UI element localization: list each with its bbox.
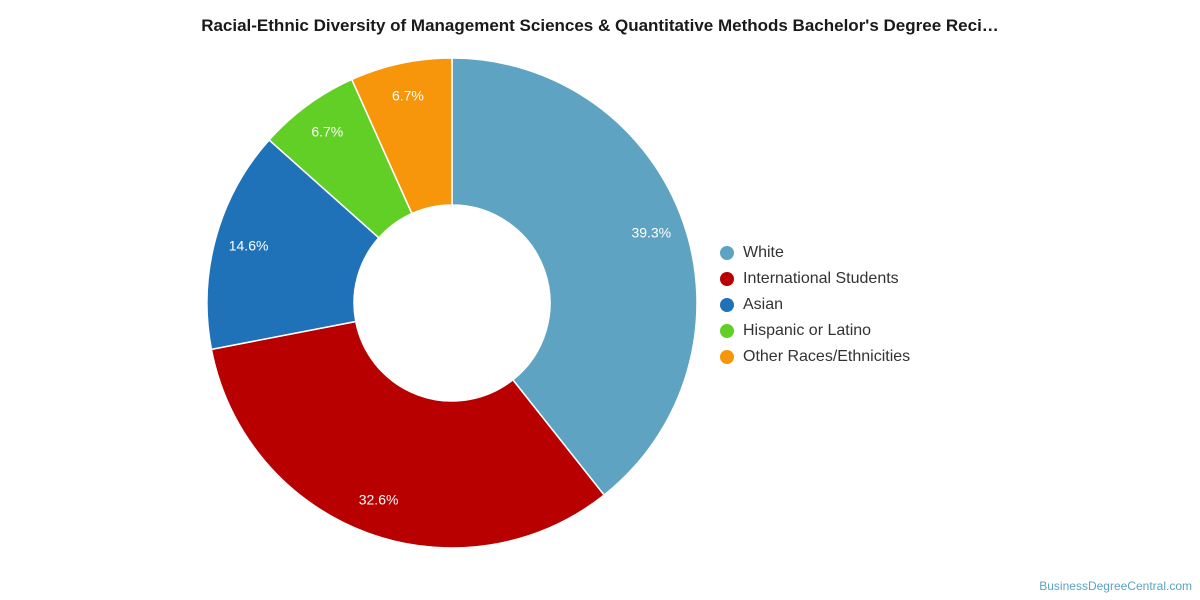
legend: White International Students Asian Hispa… bbox=[720, 240, 910, 370]
legend-label: Asian bbox=[743, 296, 784, 313]
legend-swatch bbox=[720, 246, 734, 260]
legend-item-white[interactable]: White bbox=[720, 240, 910, 266]
legend-swatch bbox=[720, 272, 734, 286]
chart-title: Racial-Ethnic Diversity of Management Sc… bbox=[201, 16, 999, 35]
legend-label: International Students bbox=[743, 270, 899, 287]
legend-swatch bbox=[720, 324, 734, 338]
slice-label-white: 39.3% bbox=[631, 224, 671, 240]
watermark: BusinessDegreeCentral.com bbox=[1039, 579, 1192, 593]
slice-label-other-races-ethnicities: 6.7% bbox=[392, 87, 424, 103]
slice-label-asian: 14.6% bbox=[229, 238, 269, 254]
legend-swatch bbox=[720, 350, 734, 364]
legend-label: Hispanic or Latino bbox=[743, 322, 872, 339]
legend-item-asian[interactable]: Asian bbox=[720, 292, 910, 318]
legend-swatch bbox=[720, 298, 734, 312]
legend-item-other-races-ethnicities[interactable]: Other Races/Ethnicities bbox=[720, 344, 910, 370]
legend-item-hispanic-or-latino[interactable]: Hispanic or Latino bbox=[720, 318, 910, 344]
slice-white[interactable] bbox=[451, 57, 698, 497]
legend-label: White bbox=[743, 244, 784, 261]
slice-label-hispanic-or-latino: 6.7% bbox=[311, 124, 343, 140]
legend-label: Other Races/Ethnicities bbox=[743, 348, 911, 365]
slice-label-international-students: 32.6% bbox=[359, 492, 399, 508]
slice-other-races-ethnicities[interactable] bbox=[350, 57, 453, 215]
slice-asian[interactable] bbox=[206, 138, 380, 351]
slice-international-students[interactable] bbox=[210, 320, 606, 549]
legend-item-international-students[interactable]: International Students bbox=[720, 266, 910, 292]
